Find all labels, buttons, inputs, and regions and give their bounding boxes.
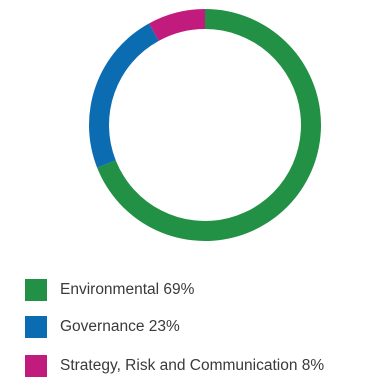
- legend-swatch-governance: [25, 316, 47, 338]
- donut-chart: [89, 8, 321, 241]
- donut-slice-strategy-risk-and-communication: [149, 8, 205, 41]
- legend-label-strategy-risk-communication: Strategy, Risk and Communication 8%: [60, 357, 325, 374]
- legend-swatch-environmental: [25, 279, 47, 301]
- legend-label-environmental: Environmental 69%: [60, 281, 195, 298]
- donut-slice-governance: [89, 23, 159, 168]
- legend-swatch-strategy-risk-communication: [25, 355, 47, 377]
- legend-label-governance: Governance 23%: [60, 318, 180, 335]
